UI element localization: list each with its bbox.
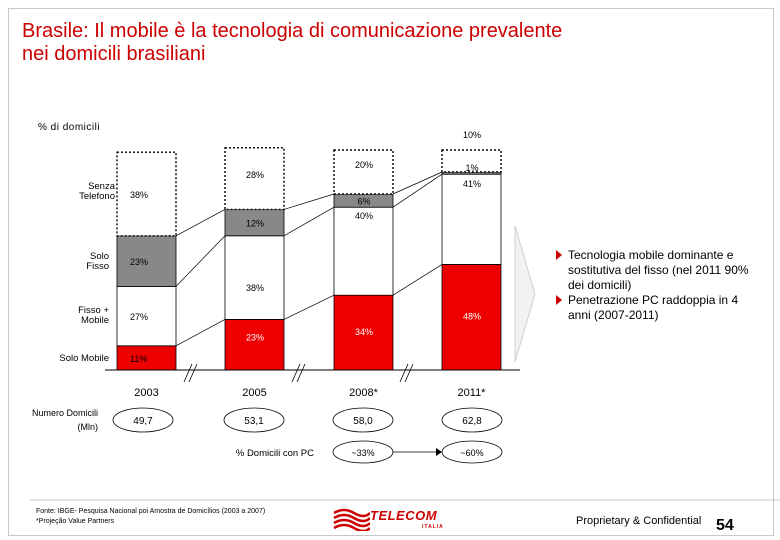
bullet-text: Tecnologia mobile dominante e sostitutiv… [568,248,749,292]
bullet-text: Penetrazione PC raddoppia in 4 anni (200… [568,293,739,322]
bar-value-label: 12% [246,219,264,229]
bar-segment-senza-telefono [116,151,177,237]
x-tick-label: 2011* [458,387,487,399]
x-tick-label: 2005 [242,387,266,399]
pc-value-text: ~33% [351,448,374,458]
x-tick-label: 2003 [134,387,158,399]
bar-value-label: 1% [465,163,478,173]
logo-text: TELECOM [370,508,438,523]
series-legend-label: Senza [88,181,116,192]
bar-segment-senza-telefono [224,147,285,211]
slide-title: Brasile: Il mobile è la tecnologia di co… [22,20,722,66]
series-legend-label: Fisso [86,261,109,272]
bar-segment-senza-telefono [333,149,394,195]
triangle-bullet-icon [556,295,562,305]
bar-value-label: 38% [130,190,148,200]
bar-segment-solo-mobile [441,263,502,371]
series-legend-label: Solo [90,251,109,262]
series-legend-label: Mobile [81,315,109,326]
telecom-logo: TELECOM ITALIA [330,505,450,531]
bar-value-label: 20% [355,160,373,170]
bar-value-label: 23% [246,333,264,343]
bar-value-label: 11% [130,354,147,364]
series-legend-label: Telefono [79,191,115,202]
series-connector-line [283,193,335,210]
bar-value-label: 6% [357,197,370,207]
bar-segment-senza-telefono [441,149,502,173]
axis-break-mark [296,363,306,383]
note-text: *Projeção Value Partners [36,518,115,525]
bar-value-label: 27% [130,312,148,322]
unit-label: % di domicili [38,122,101,133]
bar-value-label: 40% [355,211,373,221]
series-connector-line [392,173,443,208]
series-connector-line [283,206,335,237]
household-value-text: 49,7 [133,416,153,427]
series-connector-line [392,171,443,195]
bar-value-label: 48% [463,311,481,321]
bar-value-label: 28% [246,170,264,180]
household-value-text: 53,1 [244,416,264,427]
household-value-oval [112,407,174,433]
household-value-oval [332,407,394,433]
arrow-shape-icon [514,225,536,363]
axis-break-mark [399,363,409,383]
bullet-item: Tecnologia mobile dominante e sostitutiv… [556,248,756,293]
logo-stripes-icon [333,508,370,531]
page-number: 54 [716,517,734,534]
bar-value-label: 41% [463,179,481,189]
household-value-oval [223,407,285,433]
x-tick-label: 2008* [349,387,378,399]
pc-arrow-head-icon [436,448,442,456]
households-row-label: Numero Domicili [32,408,98,418]
bar-segment-fisso-mobile [116,285,177,347]
logo-subtext: ITALIA [422,524,444,530]
household-value-text: 58,0 [353,416,373,427]
title-line-1: Brasile: Il mobile è la tecnologia di co… [22,20,563,42]
bar-value-label: 10% [463,130,481,140]
pc-value-text: ~60% [460,448,483,458]
source-text: Fonte: IBGE- Pesquisa Nacional poi Amost… [36,508,266,515]
bar-segment-solo-mobile [116,345,177,371]
bar-value-label: 38% [246,283,264,293]
bullet-item: Penetrazione PC raddoppia in 4 anni (200… [556,293,756,323]
bar-value-label: 23% [130,257,148,267]
household-value-oval [441,407,503,433]
series-legend-label: Fisso + [78,305,109,316]
footer-source: Fonte: IBGE- Pesquisa Nacional poi Amost… [36,507,265,527]
households-row-label: (Mln) [78,422,99,432]
axis-break-mark [188,363,198,383]
bar-segment-fisso-mobile [333,206,394,296]
axis-break-mark [291,363,301,383]
household-value-text: 62,8 [462,416,482,427]
axis-break-mark [183,363,193,383]
series-connector-line [283,294,335,320]
bar-segment-solo-mobile [224,318,285,371]
bar-value-label: 34% [355,327,373,337]
bar-segment-solo-mobile [333,294,394,371]
series-connector-line [175,209,226,237]
axis-break-mark [404,363,414,383]
bullet-list: Tecnologia mobile dominante e sostitutiv… [556,248,756,323]
series-connector-line [392,264,443,296]
title-line-2: nei domicili brasiliani [22,43,206,65]
series-connector-line [175,235,226,287]
bar-segment-solo-fisso [224,208,285,237]
bar-segment-fisso-mobile [441,173,502,265]
slide-frame [8,8,774,536]
bar-segment-fisso-mobile [224,235,285,320]
series-connector-line [175,319,226,347]
series-legend-label: Solo Mobile [59,353,109,364]
pc-row-label: % Domicili con PC [236,448,314,459]
confidential-label: Proprietary & Confidential [576,515,702,527]
triangle-bullet-icon [556,250,562,260]
